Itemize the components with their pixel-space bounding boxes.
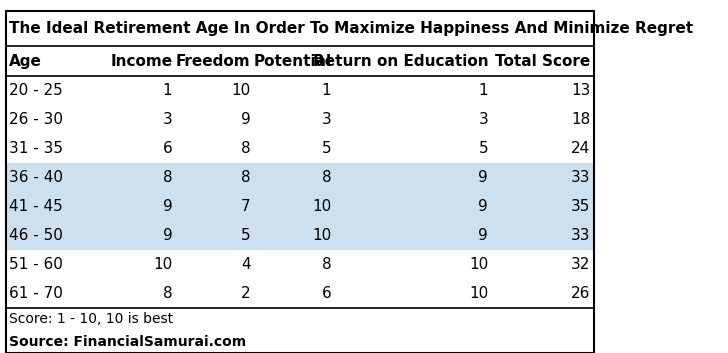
Text: 8: 8: [322, 170, 331, 185]
Text: Total Score: Total Score: [495, 54, 590, 69]
Text: Source: FinancialSamurai.com: Source: FinancialSamurai.com: [9, 335, 246, 349]
Text: 7: 7: [241, 199, 250, 214]
Text: 1: 1: [322, 83, 331, 98]
Text: 20 - 25: 20 - 25: [9, 83, 63, 98]
FancyBboxPatch shape: [6, 105, 593, 134]
Text: 26: 26: [571, 286, 590, 301]
Text: 26 - 30: 26 - 30: [9, 112, 63, 127]
Text: 9: 9: [478, 170, 488, 185]
Text: 9: 9: [162, 199, 173, 214]
Text: Freedom: Freedom: [176, 54, 250, 69]
FancyBboxPatch shape: [6, 250, 593, 279]
Text: 61 - 70: 61 - 70: [9, 286, 63, 301]
Text: 18: 18: [571, 112, 590, 127]
Text: 5: 5: [322, 141, 331, 156]
Text: 35: 35: [571, 199, 590, 214]
Text: 1: 1: [478, 83, 488, 98]
FancyBboxPatch shape: [6, 11, 593, 47]
FancyBboxPatch shape: [6, 221, 593, 250]
Text: 36 - 40: 36 - 40: [9, 170, 63, 185]
Text: Age: Age: [9, 54, 42, 69]
Text: 9: 9: [478, 228, 488, 243]
Text: 2: 2: [241, 286, 250, 301]
Text: Income: Income: [110, 54, 173, 69]
Text: 32: 32: [571, 257, 590, 272]
Text: 8: 8: [241, 170, 250, 185]
Text: 10: 10: [312, 199, 331, 214]
Text: 3: 3: [478, 112, 488, 127]
Text: 33: 33: [571, 170, 590, 185]
Text: 5: 5: [241, 228, 250, 243]
Text: 6: 6: [322, 286, 331, 301]
Text: 5: 5: [478, 141, 488, 156]
Text: Score: 1 - 10, 10 is best: Score: 1 - 10, 10 is best: [9, 312, 173, 326]
Text: 31 - 35: 31 - 35: [9, 141, 63, 156]
Text: 41 - 45: 41 - 45: [9, 199, 63, 214]
FancyBboxPatch shape: [6, 76, 593, 105]
Text: 3: 3: [162, 112, 173, 127]
Text: The Ideal Retirement Age In Order To Maximize Happiness And Minimize Regret: The Ideal Retirement Age In Order To Max…: [9, 21, 693, 36]
Text: 8: 8: [162, 286, 173, 301]
Text: 8: 8: [322, 257, 331, 272]
Text: 46 - 50: 46 - 50: [9, 228, 63, 243]
Text: 10: 10: [232, 83, 250, 98]
FancyBboxPatch shape: [6, 192, 593, 221]
Text: 4: 4: [241, 257, 250, 272]
FancyBboxPatch shape: [6, 163, 593, 192]
Text: 10: 10: [153, 257, 173, 272]
Text: Potential: Potential: [253, 54, 331, 69]
Text: 6: 6: [162, 141, 173, 156]
Text: Return on Education: Return on Education: [312, 54, 488, 69]
Text: 1: 1: [162, 83, 173, 98]
Text: 10: 10: [312, 228, 331, 243]
FancyBboxPatch shape: [6, 279, 593, 308]
Text: 8: 8: [162, 170, 173, 185]
Text: 51 - 60: 51 - 60: [9, 257, 63, 272]
Text: 9: 9: [162, 228, 173, 243]
Text: 33: 33: [571, 228, 590, 243]
FancyBboxPatch shape: [6, 47, 593, 76]
Text: 8: 8: [241, 141, 250, 156]
Text: 9: 9: [478, 199, 488, 214]
Text: 13: 13: [571, 83, 590, 98]
Text: 3: 3: [322, 112, 331, 127]
Text: 24: 24: [571, 141, 590, 156]
Text: 10: 10: [469, 286, 488, 301]
Text: 10: 10: [469, 257, 488, 272]
Text: 9: 9: [241, 112, 250, 127]
FancyBboxPatch shape: [6, 134, 593, 163]
